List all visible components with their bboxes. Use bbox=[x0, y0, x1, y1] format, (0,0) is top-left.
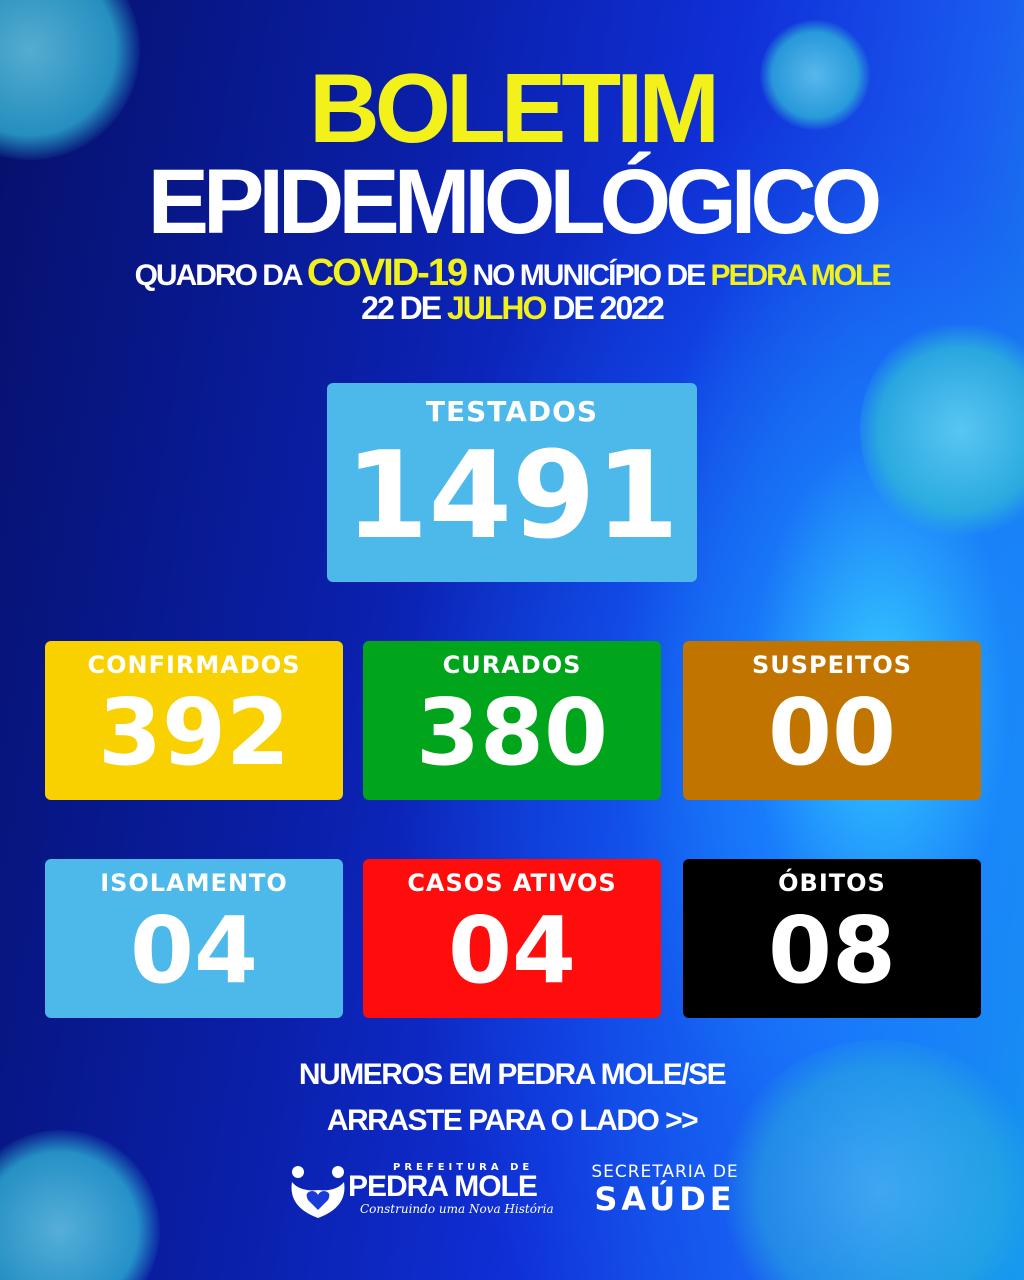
virus-decoration bbox=[0, 1130, 160, 1280]
tile-value: 04 bbox=[447, 897, 577, 1004]
date-day: 22 DE bbox=[361, 290, 442, 326]
tile-label: ISOLAMENTO bbox=[100, 869, 288, 897]
tile-casos-ativos: CASOS ATIVOS 04 bbox=[363, 859, 661, 1018]
logo-prefeitura-top: PREFEITURA DE bbox=[393, 1162, 534, 1173]
logo-prefeitura-name: PEDRA MOLE bbox=[348, 1170, 538, 1203]
tile-value: 380 bbox=[415, 679, 609, 786]
tile-label: SUSPEITOS bbox=[751, 651, 913, 679]
tile-confirmados: CONFIRMADOS 392 bbox=[45, 641, 343, 800]
tile-value: 04 bbox=[129, 897, 259, 1004]
tile-label: CURADOS bbox=[442, 651, 582, 679]
subtitle-part: NO MUNICÍPIO DE bbox=[472, 259, 706, 292]
subtitle: QUADRO DA COVID-19 NO MUNICÍPIO DE PEDRA… bbox=[0, 252, 1024, 295]
tile-label: CONFIRMADOS bbox=[87, 651, 301, 679]
subtitle-municipality: PEDRA MOLE bbox=[710, 259, 891, 292]
tile-label: ÓBITOS bbox=[778, 869, 886, 897]
subtitle-part: QUADRO DA bbox=[134, 259, 303, 292]
logo-prefeitura: PREFEITURA DE PEDRA MOLE Construindo uma… bbox=[288, 1160, 558, 1220]
title-epidemiologico: EPIDEMIOLÓGICO bbox=[147, 151, 883, 253]
tile-isolamento: ISOLAMENTO 04 bbox=[45, 859, 343, 1018]
tile-obitos: ÓBITOS 08 bbox=[683, 859, 981, 1018]
heart-people-icon bbox=[291, 1166, 345, 1218]
tile-value: 392 bbox=[97, 679, 291, 786]
title-boletim: BOLETIM bbox=[309, 53, 720, 163]
virus-decoration bbox=[720, 1040, 1024, 1280]
subtitle-covid: COVID-19 bbox=[306, 252, 468, 294]
tile-curados: CURADOS 380 bbox=[363, 641, 661, 800]
tile-label: TESTADOS bbox=[425, 395, 599, 428]
virus-decoration bbox=[760, 20, 870, 130]
tile-suspeitos: SUSPEITOS 00 bbox=[683, 641, 981, 800]
date: 22 DE JULHO DE 2022 bbox=[0, 290, 1024, 327]
tile-value: 00 bbox=[767, 679, 897, 786]
tile-value: 08 bbox=[767, 897, 897, 1004]
tile-label: CASOS ATIVOS bbox=[407, 869, 617, 897]
logo-secretaria: SECRETARIA DE SAÚDE bbox=[585, 1162, 745, 1216]
logo-secretaria-name: SAÚDE bbox=[594, 1180, 736, 1218]
tile-testados: TESTADOS 1491 bbox=[327, 383, 697, 582]
tile-value: 1491 bbox=[345, 427, 679, 566]
date-year: DE 2022 bbox=[552, 290, 665, 326]
footer-location: NUMEROS EM PEDRA MOLE/SE bbox=[298, 1058, 727, 1091]
logo-secretaria-top: SECRETARIA DE bbox=[591, 1162, 739, 1182]
footer-swipe-hint: ARRASTE PARA O LADO >> bbox=[326, 1104, 699, 1137]
virus-decoration bbox=[860, 320, 1024, 540]
date-month: JULHO bbox=[446, 290, 547, 326]
logo-prefeitura-tagline: Construindo uma Nova História bbox=[360, 1202, 554, 1216]
